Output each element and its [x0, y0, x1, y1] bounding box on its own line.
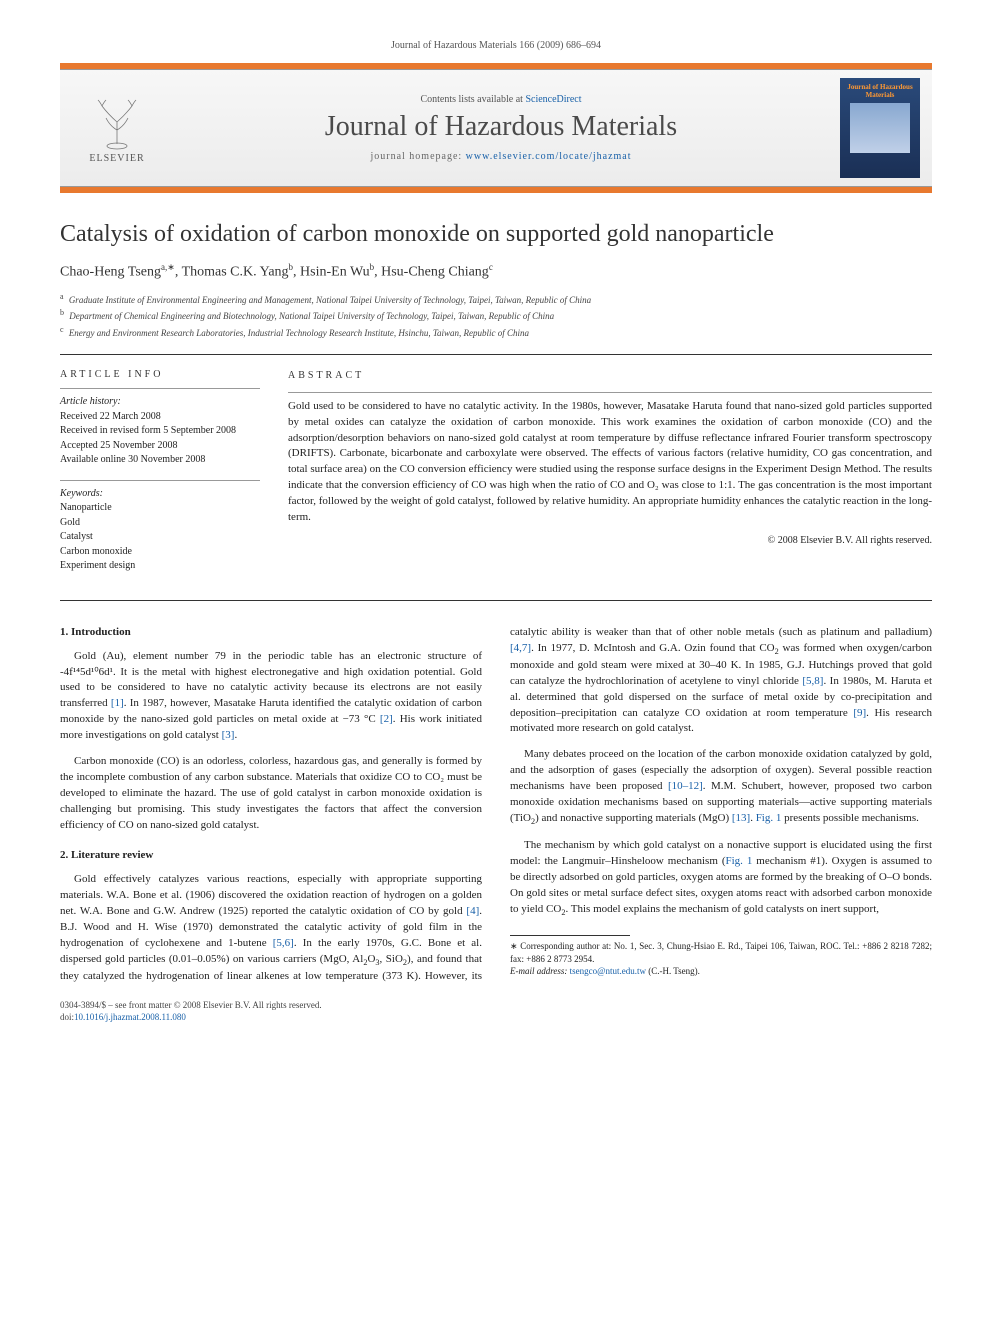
- contents-prefix: Contents lists available at: [420, 94, 525, 105]
- abstract-column: ABSTRACT Gold used to be considered to h…: [288, 369, 932, 586]
- homepage-link[interactable]: www.elsevier.com/locate/jhazmat: [466, 151, 632, 162]
- affiliation-line: b Department of Chemical Engineering and…: [60, 307, 932, 324]
- publisher-name: ELSEVIER: [89, 153, 144, 164]
- info-rule-2: [60, 480, 260, 481]
- section-2-heading: 2. Literature review: [60, 848, 482, 864]
- masthead-center: Contents lists available at ScienceDirec…: [162, 94, 840, 162]
- abstract-text: Gold used to be considered to have no ca…: [288, 399, 932, 527]
- citation-link[interactable]: [9]: [853, 707, 866, 719]
- article-title: Catalysis of oxidation of carbon monoxid…: [60, 221, 932, 248]
- abstract-copyright: © 2008 Elsevier B.V. All rights reserved…: [288, 534, 932, 549]
- running-header: Journal of Hazardous Materials 166 (2009…: [60, 40, 932, 51]
- history-line: Received in revised form 5 September 200…: [60, 424, 260, 439]
- citation-link[interactable]: [10–12]: [668, 780, 703, 792]
- abstract-rule: [288, 392, 932, 393]
- article-info-heading: ARTICLE INFO: [60, 369, 260, 380]
- homepage-prefix: journal homepage:: [370, 151, 465, 162]
- sciencedirect-link[interactable]: ScienceDirect: [525, 94, 581, 105]
- journal-title: Journal of Hazardous Materials: [162, 111, 840, 143]
- cover-title: Journal of Hazardous Materials: [846, 84, 914, 99]
- para-2-2: Many debates proceed on the location of …: [510, 747, 932, 828]
- email-label: E-mail address:: [510, 966, 570, 976]
- citation-link[interactable]: [5,6]: [273, 937, 294, 949]
- footnote-rule: [510, 935, 630, 936]
- body-columns: 1. Introduction Gold (Au), element numbe…: [60, 625, 932, 985]
- para-1-2: Carbon monoxide (CO) is an odorless, col…: [60, 754, 482, 834]
- citation-link[interactable]: [1]: [111, 697, 124, 709]
- keyword: Gold: [60, 516, 260, 531]
- section-1-heading: 1. Introduction: [60, 625, 482, 641]
- doi-link[interactable]: 10.1016/j.jhazmat.2008.11.080: [74, 1012, 186, 1022]
- keyword: Catalyst: [60, 530, 260, 545]
- figure-link[interactable]: Fig. 1: [756, 812, 782, 824]
- citation-link[interactable]: [4,7]: [510, 642, 531, 654]
- author-list: Chao-Heng Tsenga,∗, Thomas C.K. Yangb, H…: [60, 262, 932, 281]
- history-line: Accepted 25 November 2008: [60, 439, 260, 454]
- doi-line: doi:10.1016/j.jhazmat.2008.11.080: [60, 1011, 932, 1024]
- history-label: Article history:: [60, 395, 260, 410]
- keyword: Carbon monoxide: [60, 545, 260, 560]
- citation-link[interactable]: [3]: [222, 729, 235, 741]
- journal-cover: Journal of Hazardous Materials: [840, 78, 920, 178]
- citation-link[interactable]: [4]: [466, 905, 479, 917]
- doi-label: doi:: [60, 1012, 74, 1022]
- front-matter-line: 0304-3894/$ – see front matter © 2008 El…: [60, 999, 932, 1012]
- rule-bottom: [60, 600, 932, 601]
- affiliation-line: a Graduate Institute of Environmental En…: [60, 291, 932, 308]
- figure-link[interactable]: Fig. 1: [725, 855, 752, 867]
- elsevier-tree-icon: [87, 93, 147, 153]
- para-1-1: Gold (Au), element number 79 in the peri…: [60, 649, 482, 745]
- contents-line: Contents lists available at ScienceDirec…: [162, 94, 840, 105]
- abstract-heading: ABSTRACT: [288, 369, 932, 384]
- info-rule-1: [60, 388, 260, 389]
- homepage-line: journal homepage: www.elsevier.com/locat…: [162, 151, 840, 162]
- keywords-block: Keywords: NanoparticleGoldCatalystCarbon…: [60, 487, 260, 574]
- citation-link[interactable]: [13]: [732, 812, 750, 824]
- email-line: E-mail address: tsengco@ntut.edu.tw (C.-…: [510, 965, 932, 978]
- page-footer: 0304-3894/$ – see front matter © 2008 El…: [60, 999, 932, 1024]
- info-abstract-row: ARTICLE INFO Article history: Received 2…: [60, 355, 932, 600]
- article-info-column: ARTICLE INFO Article history: Received 2…: [60, 369, 260, 586]
- author-email-link[interactable]: tsengco@ntut.edu.tw: [570, 966, 646, 976]
- email-suffix: (C.-H. Tseng).: [646, 966, 700, 976]
- para-2-3: The mechanism by which gold catalyst on …: [510, 838, 932, 919]
- accent-bar-bottom: [60, 187, 932, 193]
- citation-link[interactable]: [5,8]: [802, 675, 823, 687]
- history-line: Received 22 March 2008: [60, 410, 260, 425]
- keyword: Experiment design: [60, 559, 260, 574]
- journal-masthead: ELSEVIER Contents lists available at Sci…: [60, 69, 932, 187]
- article-history-block: Article history: Received 22 March 2008R…: [60, 395, 260, 468]
- footnotes: ∗ Corresponding author at: No. 1, Sec. 3…: [510, 940, 932, 978]
- cover-image: [850, 103, 910, 153]
- keyword: Nanoparticle: [60, 501, 260, 516]
- affiliations: a Graduate Institute of Environmental En…: [60, 291, 932, 341]
- citation-link[interactable]: [2]: [380, 713, 393, 725]
- publisher-logo-block: ELSEVIER: [72, 93, 162, 164]
- affiliation-line: c Energy and Environment Research Labora…: [60, 324, 932, 341]
- keywords-label: Keywords:: [60, 487, 260, 502]
- history-line: Available online 30 November 2008: [60, 453, 260, 468]
- corresponding-author: ∗ Corresponding author at: No. 1, Sec. 3…: [510, 940, 932, 965]
